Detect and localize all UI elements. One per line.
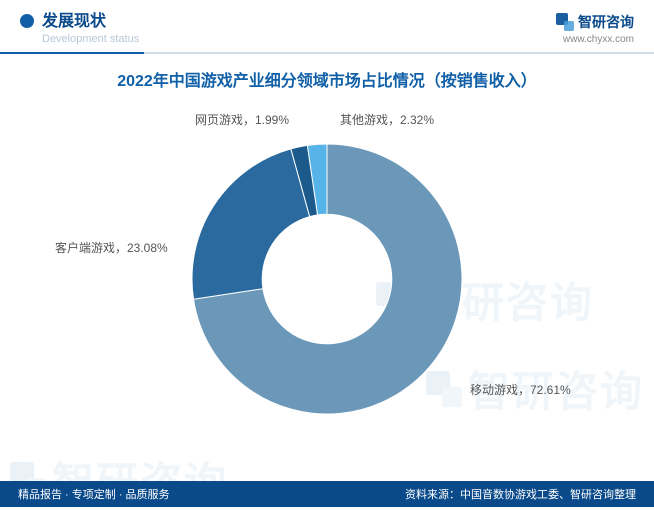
- slice-label: 其他游戏，2.32%: [340, 111, 434, 128]
- chart-title: 2022年中国游戏产业细分领域市场占比情况（按销售收入）: [0, 67, 654, 91]
- chart-area: 智研咨询 智研咨询 智研咨询 移动游戏，72.61%客户端游戏，23.08%网页…: [0, 99, 654, 459]
- header: 发展现状 Development status 智研咨询 www.chyxx.c…: [0, 0, 654, 45]
- slice-label: 网页游戏，1.99%: [195, 111, 289, 128]
- brand-logo: 智研咨询: [556, 12, 634, 32]
- header-divider: [0, 52, 654, 54]
- header-title-cn-text: 发展现状: [42, 13, 106, 30]
- donut-chart: [177, 129, 477, 429]
- header-bullet-icon: [20, 14, 34, 28]
- header-title-en: Development status: [20, 33, 139, 45]
- brand-url: www.chyxx.com: [556, 34, 634, 45]
- donut-slice: [192, 149, 310, 299]
- footer-right: 资料来源：中国音数协游戏工委、智研咨询整理: [405, 486, 636, 502]
- brand-name: 智研咨询: [578, 12, 634, 32]
- header-title-cn: 发展现状: [20, 12, 139, 31]
- header-left: 发展现状 Development status: [20, 12, 139, 45]
- slice-label: 移动游戏，72.61%: [470, 381, 571, 398]
- footer-left: 精品报告 · 专项定制 · 品质服务: [18, 486, 170, 502]
- header-right: 智研咨询 www.chyxx.com: [556, 12, 634, 45]
- footer: 精品报告 · 专项定制 · 品质服务 资料来源：中国音数协游戏工委、智研咨询整理: [0, 481, 654, 507]
- slice-label: 客户端游戏，23.08%: [55, 239, 168, 256]
- brand-logo-icon: [556, 13, 574, 31]
